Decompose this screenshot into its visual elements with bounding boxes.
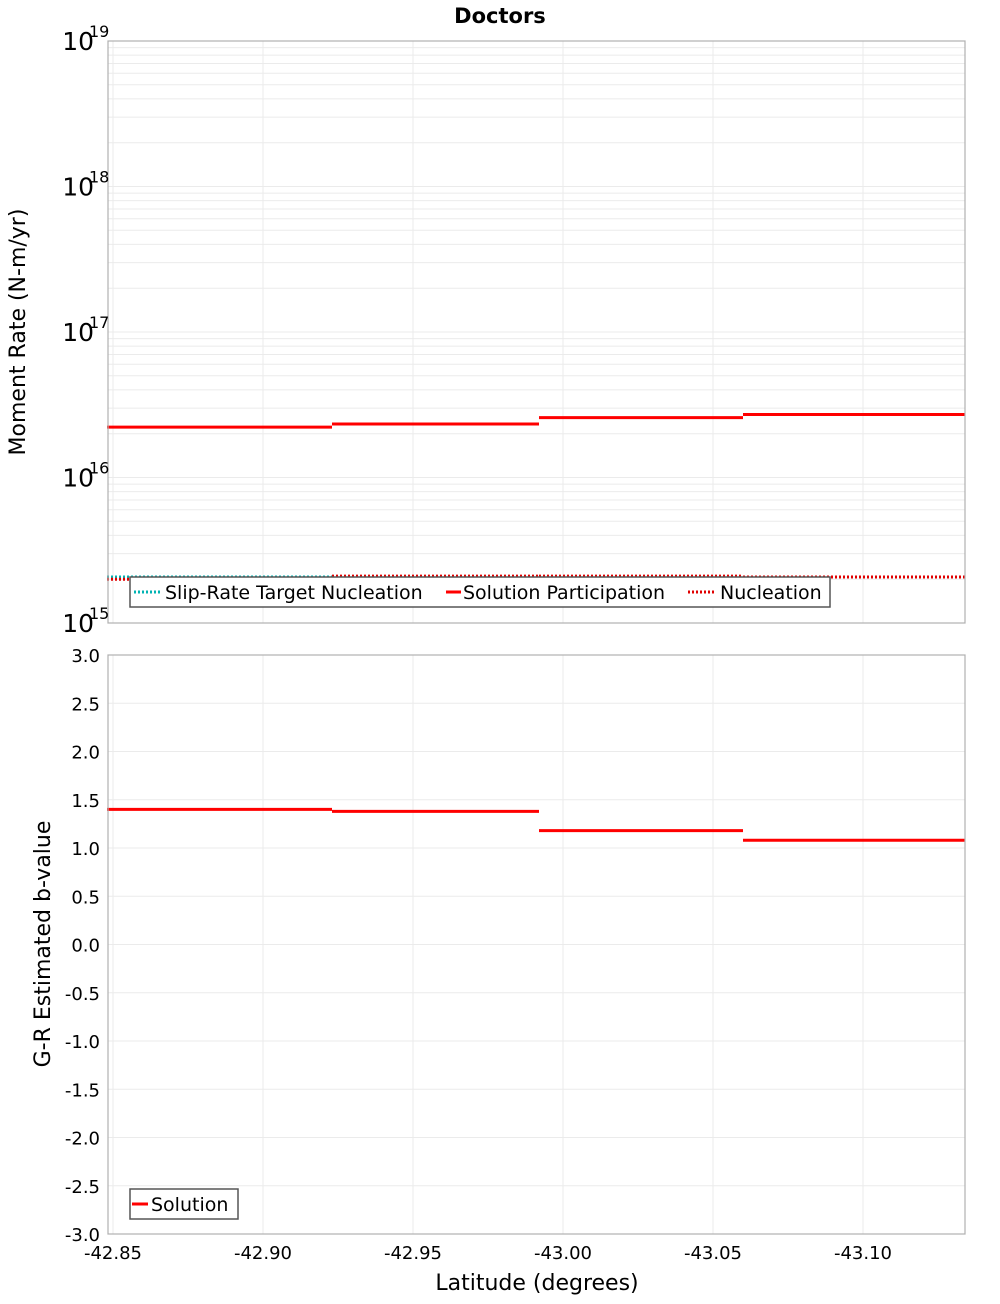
y-tick-label: 10: [62, 27, 94, 56]
legend-target-label: Slip-Rate Target Nucleation: [165, 582, 423, 604]
x-tick-label: -43.00: [534, 1243, 592, 1264]
top-plot-border: [107, 40, 966, 624]
y-tick-label: 10: [62, 318, 94, 347]
y-tick-label: 10: [62, 464, 94, 493]
y-tick-label: 2.0: [71, 743, 100, 764]
y-tick-label: -3.0: [65, 1225, 100, 1246]
bottom-legend: Solution: [129, 1188, 239, 1220]
y-tick-label: 0.0: [71, 936, 100, 957]
x-tick-label: -43.10: [834, 1243, 892, 1264]
x-tick-label: -42.90: [234, 1243, 292, 1264]
x-tick-labels: -42.85 -42.90 -42.95 -43.00 -43.05 -43.10: [84, 1243, 892, 1264]
y-tick-exponent: 18: [89, 168, 109, 187]
y-tick-label: 2.5: [71, 694, 100, 715]
y-tick-label: 3.0: [71, 646, 100, 667]
y-tick-label: 10: [62, 173, 94, 202]
x-tick-label: -42.85: [84, 1243, 142, 1264]
y-tick-exponent: 17: [89, 313, 109, 332]
y-tick-label: 1.0: [71, 839, 100, 860]
y-tick-label: -1.0: [65, 1032, 100, 1053]
legend-nucleation-label: Nucleation: [720, 582, 822, 604]
y-tick-label: 0.5: [71, 887, 100, 908]
legend-solution-label: Solution Participation: [463, 582, 665, 604]
bottom-gridlines: [108, 654, 965, 1235]
bottom-series: [107, 807, 965, 842]
y-tick-label: 1.5: [71, 791, 100, 812]
y-tick-label: 10: [62, 609, 94, 638]
y-tick-exponent: 19: [89, 22, 109, 41]
y-tick-exponent: 16: [89, 459, 109, 478]
chart-title: Doctors: [454, 4, 546, 28]
top-legend: Slip-Rate Target Nucleation Solution Par…: [129, 576, 831, 608]
y-tick-label: -2.0: [65, 1129, 100, 1150]
x-axis-label: Latitude (degrees): [435, 1271, 638, 1296]
legend-solution-label: Solution: [151, 1194, 228, 1216]
x-tick-label: -42.95: [384, 1243, 442, 1264]
y-tick-label: -0.5: [65, 984, 100, 1005]
x-tick-label: -43.05: [684, 1243, 742, 1264]
y-tick-exponent: 15: [89, 604, 109, 623]
top-y-axis-label: Moment Rate (N-m/yr): [6, 209, 31, 456]
top-gridlines: [108, 41, 965, 624]
b-value-panel: 3.0 2.5 2.0 1.5 1.0 0.5 0.0 -0.5 -1.0 -1.5 -2.0 -2.…: [31, 646, 966, 1296]
bottom-plot-border: [107, 654, 966, 1235]
y-tick-label: -1.5: [65, 1080, 100, 1101]
bottom-y-tick-labels: 3.0 2.5 2.0 1.5 1.0 0.5 0.0 -0.5 -1.0 -1.5 -2.0 -2.…: [65, 646, 100, 1246]
y-tick-label: -2.5: [65, 1177, 100, 1198]
bottom-y-axis-label: G-R Estimated b-value: [31, 821, 56, 1068]
